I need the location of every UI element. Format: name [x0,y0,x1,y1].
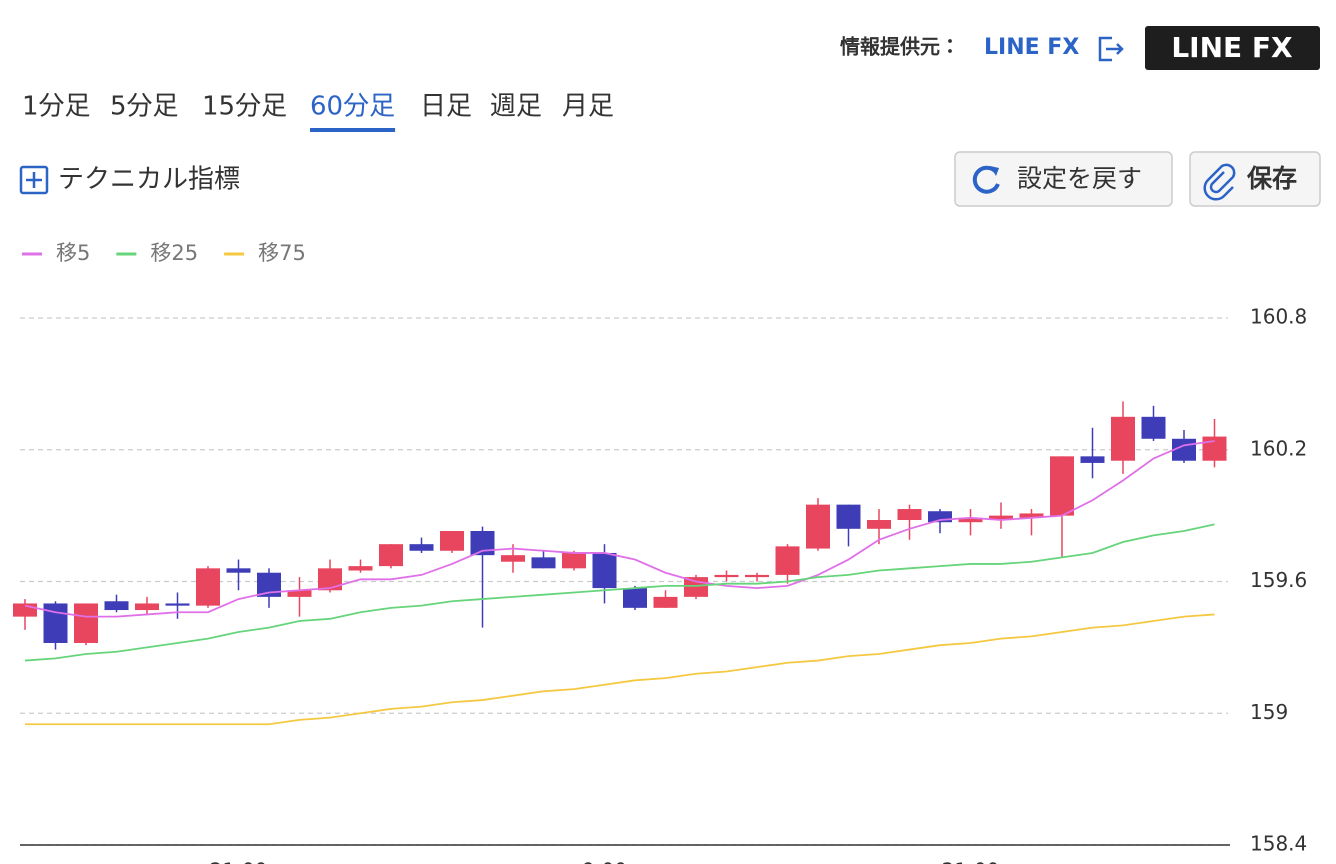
legend: 移5 移25 移75 [22,241,306,265]
y-tick-label: 160.2 [1250,436,1307,460]
timeframe-tab[interactable]: 月足 [562,92,614,122]
plot: 160.8 160.2 159.6 159 158.4 21:00 9:00 21:00 [13,305,1307,864]
candle-body [867,520,891,529]
external-link-icon[interactable] [1098,36,1124,62]
candle-body [104,601,129,611]
active-tab-underline [310,128,396,132]
candle-body [196,568,220,606]
candle-body [226,568,251,573]
y-tick-label: 159 [1250,700,1288,724]
candle-body [1050,456,1074,516]
timeframe-tab[interactable]: 週足 [490,92,542,122]
candle-body [653,596,678,608]
moving-average-line [24,440,1215,618]
candle-body [1111,416,1135,461]
x-tick-label: 9:00 [582,859,627,864]
candle-body [623,588,647,608]
candle-body [440,530,464,551]
candle-body [989,515,1013,521]
timeframe-tab[interactable]: 日足 [420,92,472,122]
x-tick-label: 21:00 [210,859,268,864]
source-label: 情報提供元： [840,35,960,59]
candle-body [1202,436,1227,461]
candle-body [897,509,922,521]
save-button[interactable]: 保存 [1189,151,1321,207]
candle-body [287,590,312,597]
candle-body [379,544,403,567]
legend-label: 移5 [56,241,90,265]
reset-button[interactable]: 設定を戻す [954,151,1173,207]
moving-average-line [25,613,1215,726]
candle-body [775,546,800,575]
candle-body [745,574,769,578]
moving-average-line [24,523,1215,662]
timeframe-tab[interactable]: 1分足 [22,92,91,122]
y-tick-label: 160.8 [1250,305,1307,329]
logo-box [1145,26,1320,70]
source-link[interactable]: LINE FX [984,35,1079,60]
candle-body [684,577,708,597]
candle-body [135,603,159,611]
timeframe-tab[interactable]: 60分足 [310,92,395,122]
timeframe-tab[interactable]: 15分足 [202,92,287,122]
candle-body [714,574,739,578]
candle-body [318,568,342,591]
candle-body [928,511,952,523]
candle-body [1080,456,1105,463]
candle-body [1019,513,1044,518]
candle-body [165,603,190,606]
candle-body [836,504,861,529]
candle-body [592,552,617,589]
logo: LINE FX [1171,31,1293,64]
timeframe-tab[interactable]: 5分足 [110,92,179,122]
y-tick-label: 159.6 [1250,568,1307,592]
candle-body [13,603,37,617]
candle-body [501,555,525,562]
candle-body [562,552,586,569]
candle-body [806,504,830,549]
candle-body [531,557,556,569]
x-tick-label: 21:00 [942,859,1000,864]
indicator-button[interactable]: テクニカル指標 [19,165,240,195]
reset-label: 設定を戻す [1017,164,1142,193]
timeframe-tabs: 1分足 5分足 15分足 60分足 日足 週足 月足 [22,92,614,132]
candle-body [348,566,373,571]
legend-label: 移25 [150,241,198,265]
candle-body [74,603,98,643]
candle-body [409,544,434,551]
legend-label: 移75 [258,241,306,265]
candle-body [1141,416,1166,439]
candle-body [43,603,68,643]
y-tick-label: 158.4 [1250,832,1307,856]
candle-body [958,517,983,523]
indicator-label: テクニカル指標 [58,165,240,195]
save-label: 保存 [1246,164,1297,193]
